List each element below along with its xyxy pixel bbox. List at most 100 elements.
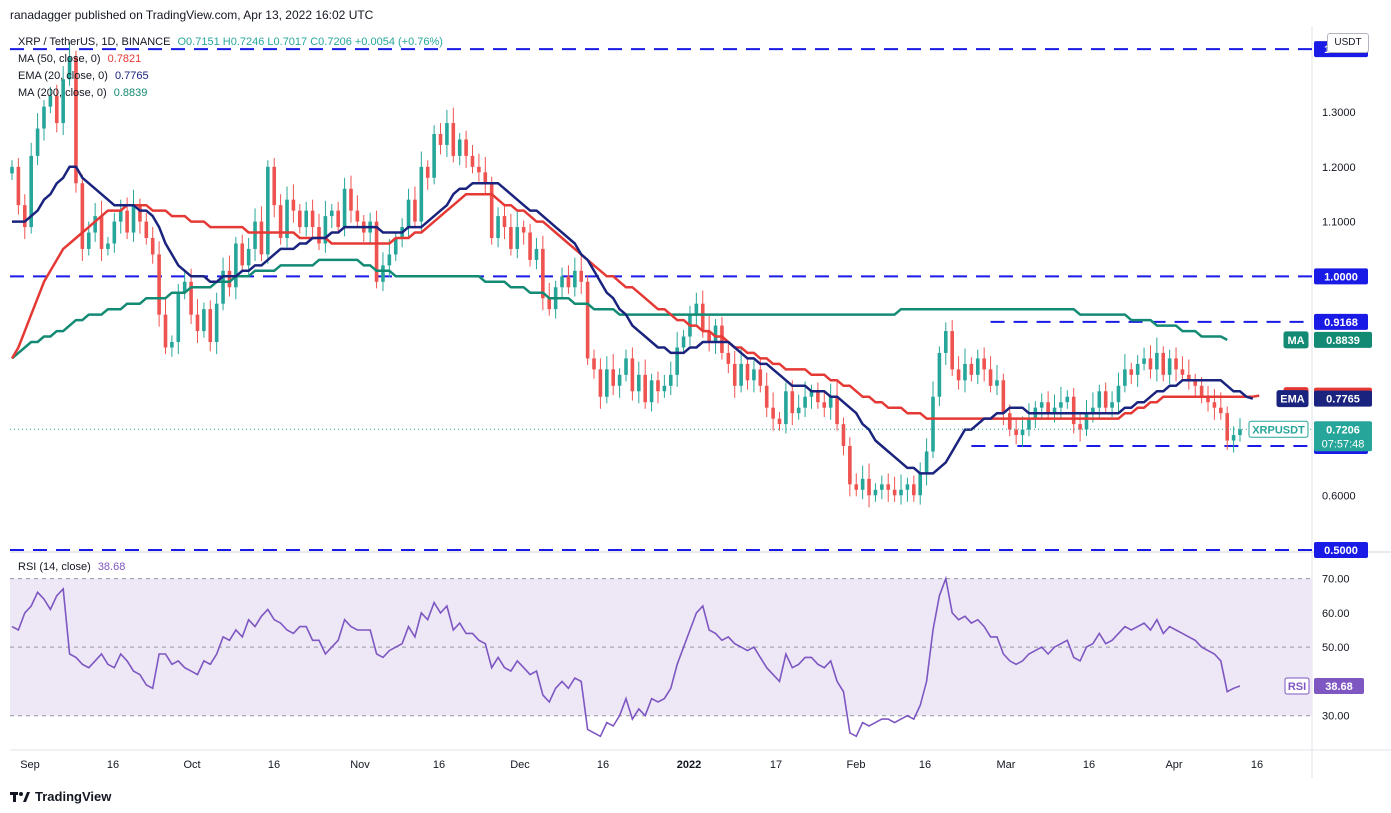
candle-body [163, 314, 168, 348]
price-tag-name: MA [1287, 335, 1304, 347]
candle-body [956, 369, 961, 381]
level-tag-text: 1.0000 [1324, 271, 1358, 283]
candle-body [86, 232, 91, 249]
candle-body [656, 380, 660, 392]
rsi-name-tag: RSI [1288, 681, 1306, 693]
level-tag [1314, 313, 1368, 330]
candle-body [227, 270, 232, 288]
price-tag-name-box [1276, 390, 1309, 408]
candle-body [592, 358, 596, 370]
candle-body [509, 227, 513, 249]
candle-body [611, 369, 616, 386]
time-tick-label: Nov [350, 759, 370, 771]
candle-body [457, 139, 462, 156]
price-tag-name: EMA [1280, 394, 1305, 406]
candle-body [585, 281, 590, 359]
candle-body [515, 227, 520, 249]
rsi-legend-value: 38.68 [97, 561, 126, 573]
candle-body [48, 95, 53, 107]
legend-ma50-row: MA (50, close, 0) 0.7821 [18, 51, 443, 68]
candle-body [943, 331, 948, 353]
rsi-legend: RSI (14, close) 38.68 [18, 561, 125, 573]
candle-body [42, 106, 46, 129]
candle-body [1091, 407, 1095, 414]
candle-body [720, 325, 724, 353]
candle-body [291, 199, 296, 211]
candle-body [899, 489, 903, 496]
level-tag [1314, 268, 1368, 285]
time-tick-label: Sep [20, 759, 40, 771]
time-tick-label: Dec [510, 759, 530, 771]
candle-body [272, 166, 277, 206]
rsi-tick-label: 50.00 [1322, 642, 1350, 654]
time-tick-label: 16 [597, 759, 609, 771]
price-tick-label: 1.3000 [1322, 107, 1356, 119]
axis-unit-button[interactable]: USDT [1327, 33, 1369, 53]
candle-body [349, 188, 353, 211]
candle-body [886, 484, 891, 490]
candle-body [131, 205, 136, 233]
candle-body [1046, 402, 1050, 414]
time-tick-label: Mar [997, 759, 1016, 771]
candle-body [496, 216, 500, 238]
candle-body [636, 374, 641, 392]
candle-body [1007, 413, 1012, 430]
candle-body [726, 352, 731, 364]
chart-legend: XRP / TetherUS, 1D, BINANCE O0.7151 H0.7… [18, 34, 443, 102]
candle-body [150, 238, 155, 255]
rsi-tick-label: 30.00 [1322, 711, 1350, 723]
candle-body [489, 183, 494, 238]
price-tag-last [1314, 421, 1372, 452]
candle-body [477, 166, 481, 173]
candle-body [1039, 402, 1044, 408]
candle-body [777, 418, 782, 425]
candle-body [1052, 407, 1057, 414]
legend-ma50-value: 0.7821 [107, 53, 142, 65]
candle-body [259, 221, 264, 255]
price-tag-name: XRPUSDT [1252, 424, 1305, 436]
price-tag-value: 0.7206 [1326, 424, 1360, 436]
candle-body [681, 336, 686, 348]
rsi-tick-label: 70.00 [1322, 574, 1350, 586]
candle-body [176, 292, 181, 342]
candle-body [22, 205, 27, 228]
candle-body [1116, 385, 1121, 403]
candle-body [1155, 352, 1159, 370]
candle-body [528, 232, 532, 260]
candle-body [74, 57, 78, 184]
candle-body [566, 276, 571, 288]
candle-body [1148, 358, 1153, 370]
candle-body [266, 166, 270, 255]
candle-body [1135, 363, 1140, 375]
candle-body [54, 95, 59, 124]
candle-body [1001, 380, 1006, 414]
candle-body [112, 221, 117, 244]
footer-brand[interactable]: TradingView [10, 789, 111, 804]
candle-body [221, 270, 225, 304]
legend-ema20-label: EMA (20, close, 0) [18, 70, 108, 82]
legend-ma50-label: MA (50, close, 0) [18, 53, 101, 65]
candle-body [1219, 407, 1223, 414]
candle-body [835, 396, 839, 425]
candle-body [1071, 396, 1076, 425]
candle-body [963, 363, 967, 381]
candle-body [355, 210, 360, 222]
candle-body [560, 276, 564, 288]
price-tag-value: 0.8839 [1326, 335, 1360, 347]
candle-body [304, 210, 309, 228]
candle-body [1123, 369, 1127, 386]
candle-body [860, 478, 865, 490]
legend-symbol: XRP / TetherUS, 1D, BINANCE [18, 36, 171, 48]
candle-body [413, 199, 417, 222]
time-tick-label: 16 [1083, 759, 1095, 771]
candle-body [10, 166, 14, 174]
candle-body [745, 363, 750, 381]
candle-body [713, 325, 718, 342]
candle-body [342, 188, 347, 228]
candle-body [336, 210, 340, 228]
candle-body [144, 221, 149, 238]
candle-body [873, 489, 878, 496]
candle-body [547, 298, 552, 310]
candle-body [310, 210, 315, 228]
